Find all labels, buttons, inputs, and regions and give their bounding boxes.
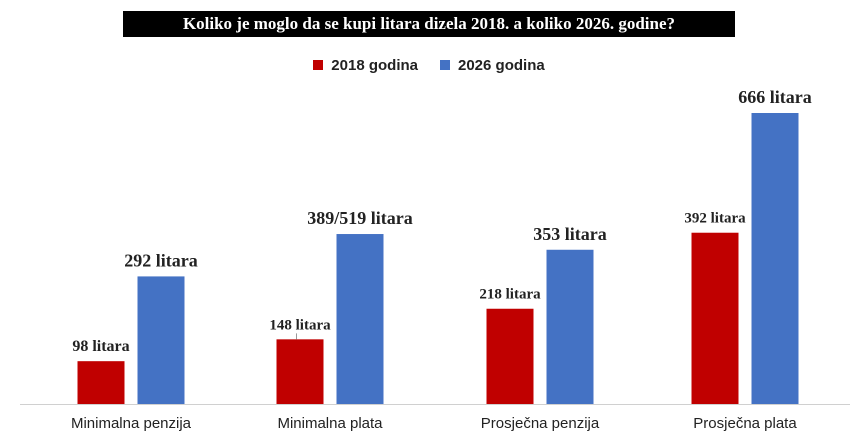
category-label-1: Minimalna penzija [71,415,192,432]
data-label-2026-3: 353 litara [533,224,607,244]
bar-2026-4 [751,113,799,404]
chart-title: Koliko je moglo da se kupi litara dizela… [123,11,735,37]
legend-swatch-2026 [440,60,450,70]
bar-2018-2 [276,339,324,404]
bar-2026-2 [336,234,384,404]
legend-item-2018: 2018 godina [313,57,418,74]
data-label-2018-2: 148 litara [269,317,331,333]
data-label-2018-3: 218 litara [479,287,541,303]
bar-2018-1 [77,361,125,404]
legend: 2018 godina 2026 godina [0,55,858,75]
bar-2026-3 [546,249,594,404]
legend-item-2026: 2026 godina [440,57,545,74]
category-label-4: Prosječna plata [693,415,797,432]
legend-label-2018: 2018 godina [331,56,418,74]
category-label-2: Minimalna plata [277,415,383,432]
data-label-2026-2: 389/519 litara [307,208,413,228]
data-label-2026-1: 292 litara [124,250,198,270]
data-label-2026-4: 666 litara [738,87,812,107]
bar-2026-1 [137,276,185,404]
legend-label-2026: 2026 godina [458,56,545,74]
data-label-2018-4: 392 litara [684,211,746,227]
category-label-3: Prosječna penzija [481,415,600,432]
legend-swatch-2018 [313,60,324,70]
bar-2018-3 [486,308,534,404]
data-label-2018-1: 98 litara [72,338,129,355]
bar-2018-4 [691,232,739,404]
